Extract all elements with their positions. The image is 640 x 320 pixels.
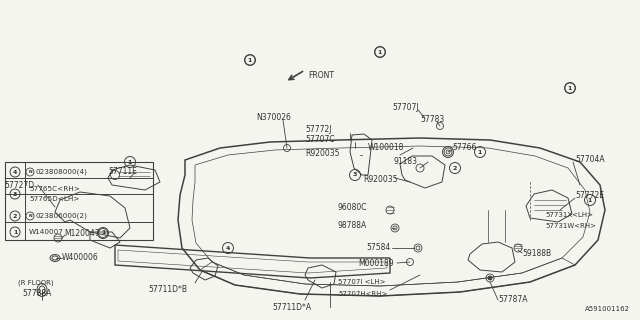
Text: 57765C<RH>: 57765C<RH>	[29, 186, 80, 192]
Text: 57787A: 57787A	[498, 295, 527, 305]
Text: 98788A: 98788A	[338, 221, 367, 230]
Text: W400006: W400006	[62, 252, 99, 261]
Text: 1: 1	[248, 58, 252, 62]
Text: 023808000(4): 023808000(4)	[36, 169, 88, 175]
Text: 57731X<LH>: 57731X<LH>	[545, 212, 593, 218]
Text: 57707I <LH>: 57707I <LH>	[338, 279, 385, 285]
Text: 57788A: 57788A	[22, 289, 51, 298]
Text: FRONT: FRONT	[308, 70, 334, 79]
Text: 57772J: 57772J	[305, 124, 332, 133]
Text: 57766: 57766	[452, 143, 476, 153]
Text: N: N	[28, 170, 32, 174]
Text: W140007: W140007	[29, 229, 64, 235]
Text: 57704A: 57704A	[575, 156, 605, 164]
Text: 57772E: 57772E	[575, 191, 604, 201]
Text: 1: 1	[378, 50, 382, 54]
Text: R920035: R920035	[363, 175, 397, 185]
Text: (R FLOOR): (R FLOOR)	[18, 280, 54, 286]
Text: 1: 1	[568, 85, 572, 91]
Text: 57711D*B: 57711D*B	[148, 284, 187, 293]
Text: 57731W<RH>: 57731W<RH>	[545, 223, 596, 229]
Text: 2: 2	[13, 213, 17, 219]
Text: 023806000(2): 023806000(2)	[36, 213, 88, 219]
Text: 91183: 91183	[393, 157, 417, 166]
Text: 57707J: 57707J	[392, 103, 419, 113]
Text: M000189: M000189	[358, 259, 394, 268]
Text: 57584: 57584	[366, 244, 390, 252]
Text: 57783: 57783	[420, 115, 444, 124]
Text: N: N	[28, 214, 32, 218]
Text: A591001162: A591001162	[585, 306, 630, 312]
Text: 57711E: 57711E	[108, 166, 137, 175]
Text: 3: 3	[13, 191, 17, 196]
Text: W100018: W100018	[368, 142, 404, 151]
Text: M120047: M120047	[64, 228, 100, 237]
Text: 1: 1	[128, 159, 132, 164]
Text: 1: 1	[13, 229, 17, 235]
Text: 96080C: 96080C	[338, 204, 367, 212]
Text: R920035: R920035	[305, 148, 339, 157]
Circle shape	[488, 276, 492, 280]
Text: 57765D<LH>: 57765D<LH>	[29, 196, 79, 202]
Text: 1: 1	[588, 197, 592, 203]
Text: N370026: N370026	[256, 114, 291, 123]
Text: 57707C: 57707C	[305, 134, 335, 143]
Text: 4: 4	[13, 170, 17, 174]
Text: 3: 3	[353, 172, 357, 178]
Text: 57707H<RH>: 57707H<RH>	[338, 291, 387, 297]
Text: 57727D: 57727D	[4, 180, 34, 189]
Text: 2: 2	[453, 165, 457, 171]
Bar	[5, 162, 153, 240]
Text: 57711D*A: 57711D*A	[272, 302, 311, 311]
Text: 59188B: 59188B	[522, 249, 551, 258]
Text: 4: 4	[226, 245, 230, 251]
Text: 1: 1	[478, 149, 482, 155]
Text: 1: 1	[101, 230, 105, 236]
